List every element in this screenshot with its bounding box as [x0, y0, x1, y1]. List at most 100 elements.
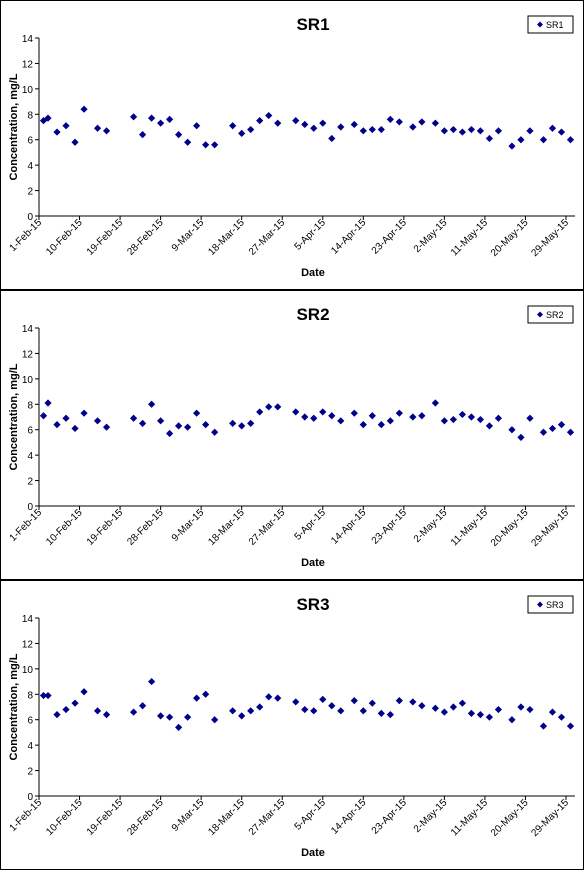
data-point — [148, 677, 156, 686]
data-point — [368, 412, 376, 420]
data-point — [102, 127, 111, 135]
data-point — [467, 709, 476, 717]
data-point — [274, 694, 282, 702]
data-point — [129, 113, 138, 121]
data-point — [548, 424, 557, 433]
data-point — [274, 403, 282, 411]
data-point — [39, 412, 48, 420]
y-tick-label: 2 — [27, 187, 33, 198]
data-point — [409, 698, 417, 706]
data-point — [368, 699, 376, 707]
data-point — [157, 119, 165, 127]
x-tick-label: 11-May-15 — [449, 507, 490, 548]
data-point — [485, 134, 494, 143]
x-tick-label: 11-May-15 — [449, 217, 490, 258]
data-point — [138, 702, 147, 710]
data-point — [418, 702, 426, 710]
data-point — [229, 707, 237, 715]
data-point — [328, 702, 336, 710]
chart-panel-sr2: SR2 0 2 4 6 8 10 12 14 Concentration, mg/L 1-Feb-1… — [0, 290, 584, 580]
data-point — [202, 421, 210, 429]
y-tick-label: 10 — [22, 665, 34, 676]
data-point — [71, 138, 79, 146]
data-point — [238, 422, 246, 430]
data-point — [44, 691, 52, 700]
data-point — [256, 117, 264, 125]
data-point — [265, 693, 273, 701]
x-tick-label: 28-Feb-15 — [125, 797, 166, 838]
data-point — [138, 419, 147, 427]
chart-svg: SR3 0 2 4 6 8 10 12 14 Concentration, mg/L 1-Feb-1… — [8, 595, 575, 859]
data-point — [93, 124, 102, 132]
data-point — [129, 414, 138, 422]
x-tick-label: 29-May-15 — [530, 507, 572, 549]
data-point — [53, 421, 61, 429]
data-point — [102, 711, 111, 719]
x-tick-label: 18-Mar-15 — [206, 217, 247, 258]
data-point — [458, 699, 466, 707]
data-point — [337, 707, 345, 715]
data-point — [377, 125, 385, 134]
y-tick-label: 14 — [22, 34, 34, 45]
x-tick-label: 23-Apr-15 — [370, 217, 410, 257]
data-point — [301, 705, 309, 714]
x-tick-label: 29-May-15 — [530, 217, 572, 259]
chart-svg: SR1 0 2 4 6 8 10 12 14 Concentration, mg/L 1-Feb-1… — [8, 15, 575, 279]
data-point — [377, 421, 385, 429]
data-point — [566, 722, 575, 730]
y-tick-label: 4 — [27, 451, 33, 462]
x-tick-label: 19-Feb-15 — [85, 217, 126, 258]
data-point — [247, 125, 255, 134]
x-tick-label: 9-Mar-15 — [170, 217, 207, 254]
data-point — [467, 413, 476, 421]
data-point — [202, 141, 210, 149]
data-point — [166, 713, 174, 721]
data-point — [211, 428, 219, 436]
x-axis-label: Date — [301, 557, 325, 569]
data-point — [256, 703, 264, 711]
data-point — [539, 428, 548, 436]
x-tick-label: 27-Mar-15 — [247, 797, 288, 838]
data-point — [431, 399, 439, 407]
data-point — [386, 115, 394, 123]
y-tick-label: 12 — [22, 349, 34, 360]
x-tick-label: 23-Apr-15 — [370, 797, 410, 837]
data-point — [359, 707, 367, 715]
data-point — [157, 417, 165, 425]
legend-label: SR3 — [546, 600, 564, 610]
x-tick-label: 28-Feb-15 — [125, 217, 166, 258]
data-point — [80, 688, 88, 696]
data-point — [409, 123, 417, 131]
data-point — [62, 122, 70, 130]
data-point — [193, 409, 201, 417]
data-point — [418, 412, 426, 420]
data-point — [467, 125, 476, 134]
x-tick-label: 10-Feb-15 — [44, 797, 85, 838]
x-tick-label: 23-Apr-15 — [370, 507, 410, 547]
y-tick-label: 14 — [22, 614, 34, 625]
data-point — [449, 703, 457, 711]
x-tick-label: 14-Apr-15 — [329, 507, 369, 547]
data-point — [265, 403, 273, 411]
x-tick-label: 1-Feb-15 — [8, 797, 45, 834]
data-point — [310, 414, 318, 422]
data-point — [62, 705, 70, 714]
data-point — [175, 723, 183, 731]
data-point — [211, 141, 219, 149]
data-point — [395, 697, 403, 705]
data-point — [440, 417, 448, 425]
data-point — [508, 426, 516, 434]
data-point — [494, 705, 503, 714]
data-point — [148, 400, 156, 408]
data-point — [539, 136, 548, 144]
data-point — [337, 417, 345, 425]
legend-marker — [537, 21, 543, 28]
x-tick-label: 2-May-15 — [412, 217, 450, 255]
data-point — [350, 120, 358, 129]
y-tick-label: 10 — [22, 85, 34, 96]
legend: SR2 — [527, 305, 574, 324]
data-point — [175, 131, 183, 139]
data-point — [256, 408, 264, 416]
y-tick-label: 0 — [27, 502, 33, 513]
x-tick-label: 20-May-15 — [489, 797, 531, 839]
